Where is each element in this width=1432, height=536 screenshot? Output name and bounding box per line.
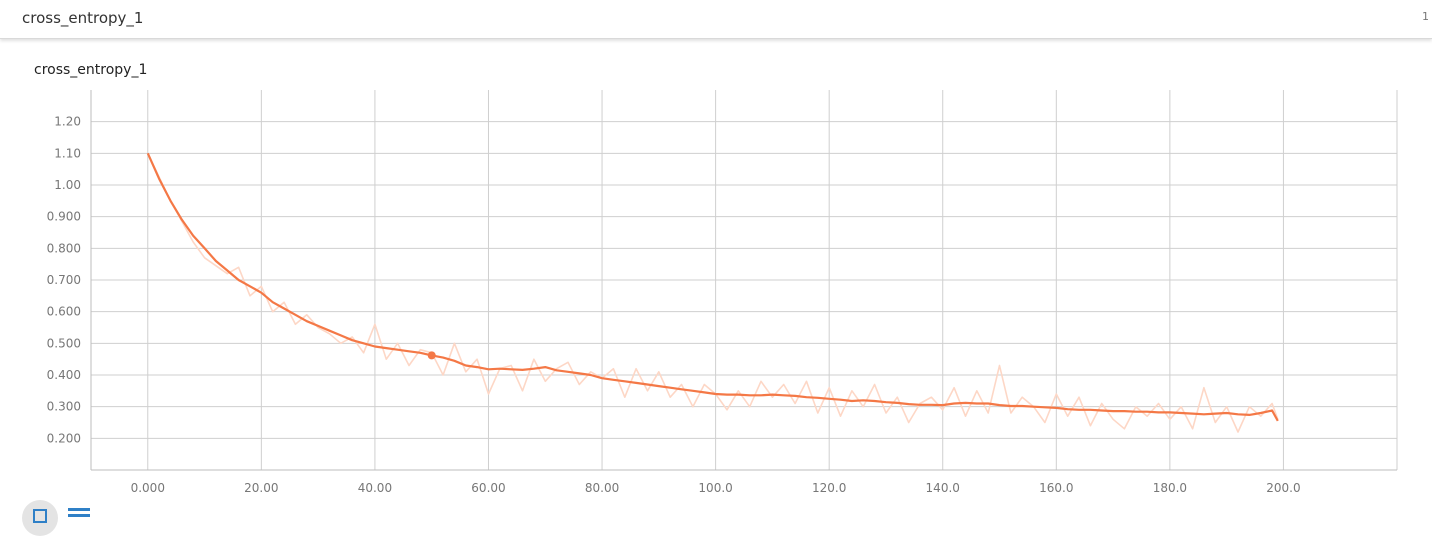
hover-point <box>427 351 436 360</box>
y-tick-label: 0.400 <box>47 368 81 382</box>
y-tick-label: 0.300 <box>47 400 81 414</box>
y-tick-label: 0.700 <box>47 273 81 287</box>
y-tick-label: 0.800 <box>47 241 81 255</box>
x-tick-label: 20.00 <box>244 481 278 495</box>
data-download-button[interactable] <box>68 508 90 520</box>
run-count-badge: 1 <box>1422 10 1429 23</box>
y-tick-label: 1.10 <box>54 146 81 160</box>
x-tick-label: 200.0 <box>1266 481 1300 495</box>
card-header-title[interactable]: cross_entropy_1 <box>22 9 144 27</box>
x-tick-label: 40.00 <box>358 481 392 495</box>
list-icon <box>68 508 90 511</box>
chart-title: cross_entropy_1 <box>34 62 148 78</box>
y-tick-label: 1.20 <box>54 115 81 129</box>
x-tick-label: 140.0 <box>926 481 960 495</box>
y-tick-label: 0.200 <box>47 431 81 445</box>
chart-plot[interactable]: 0.200 0.300 0.400 0.500 0.600 0.700 0.800 0.900… <box>0 0 1432 500</box>
y-tick-label: 0.600 <box>47 305 81 319</box>
y-tick-label: 0.900 <box>47 210 81 224</box>
y-tick-label: 1.00 <box>54 178 81 192</box>
y-tick-label: 0.500 <box>47 336 81 350</box>
x-tick-label: 0.000 <box>131 481 165 495</box>
card-header[interactable]: cross_entropy_1 1 <box>0 0 1432 39</box>
x-tick-label: 80.00 <box>585 481 619 495</box>
x-tick-label: 60.00 <box>471 481 505 495</box>
expand-button[interactable] <box>22 500 58 536</box>
raw-series-line <box>147 152 1279 433</box>
x-tick-label: 120.0 <box>812 481 846 495</box>
smoothed-series-line <box>146 152 1279 422</box>
x-tick-label: 180.0 <box>1153 481 1187 495</box>
list-icon <box>68 514 90 517</box>
fullscreen-icon <box>33 509 47 523</box>
x-tick-label: 100.0 <box>698 481 732 495</box>
x-tick-label: 160.0 <box>1039 481 1073 495</box>
